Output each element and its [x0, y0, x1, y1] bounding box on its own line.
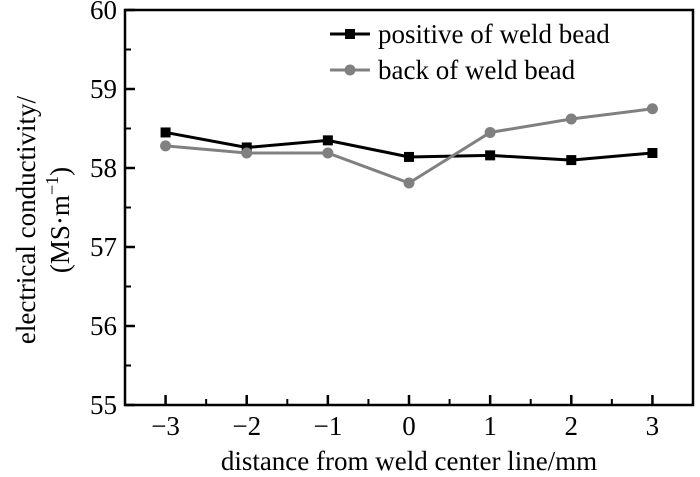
y-axis-label-unit-close: ): [45, 167, 75, 176]
data-point: [403, 177, 415, 189]
y-axis-label-unit-exponent: −1: [42, 176, 62, 195]
data-point: [566, 155, 577, 166]
x-axis-label: distance from weld center line/mm: [221, 446, 597, 476]
y-tick-label: 58: [90, 153, 117, 183]
y-tick-label: 56: [90, 311, 117, 341]
data-point: [484, 126, 496, 138]
x-tick-label: −1: [313, 411, 342, 441]
y-tick-label: 60: [90, 0, 117, 25]
legend: positive of weld bead back of weld bead: [330, 19, 610, 85]
y-axis-label-line1: electrical conductivity/: [11, 95, 41, 344]
x-tick-label: 2: [565, 411, 579, 441]
series-layer: [160, 103, 658, 189]
y-axis: 55 56 57 58 59 60: [90, 0, 135, 420]
data-point: [241, 147, 253, 159]
data-point: [646, 103, 658, 115]
data-point: [160, 140, 172, 152]
data-point: [241, 142, 252, 153]
legend-marker: [345, 29, 355, 39]
x-axis: −3 −2 −1 0 1 2 3: [124, 395, 694, 441]
data-point: [160, 127, 171, 138]
y-axis-label-line2: (MS·m−1): [42, 167, 75, 273]
y-tick-label: 57: [90, 232, 117, 262]
data-point: [322, 135, 333, 146]
data-point: [322, 147, 334, 159]
y-tick-label: 55: [90, 390, 117, 420]
x-tick-label: 3: [646, 411, 660, 441]
y-tick-label: 59: [90, 74, 117, 104]
data-point: [404, 151, 414, 162]
data-point: [647, 147, 658, 158]
data-point: [485, 150, 496, 161]
x-tick-label: 1: [483, 411, 497, 441]
y-axis-label: electrical conductivity/ (MS·m−1): [11, 95, 75, 344]
x-tick-label: −3: [151, 411, 180, 441]
data-point: [565, 113, 577, 125]
x-tick-label: 0: [402, 411, 416, 441]
legend-marker: [344, 64, 356, 76]
x-tick-label: −2: [232, 411, 261, 441]
y-axis-label-unit: (MS·m: [45, 195, 75, 273]
legend-label: back of weld bead: [378, 55, 576, 85]
legend-label: positive of weld bead: [378, 19, 610, 49]
